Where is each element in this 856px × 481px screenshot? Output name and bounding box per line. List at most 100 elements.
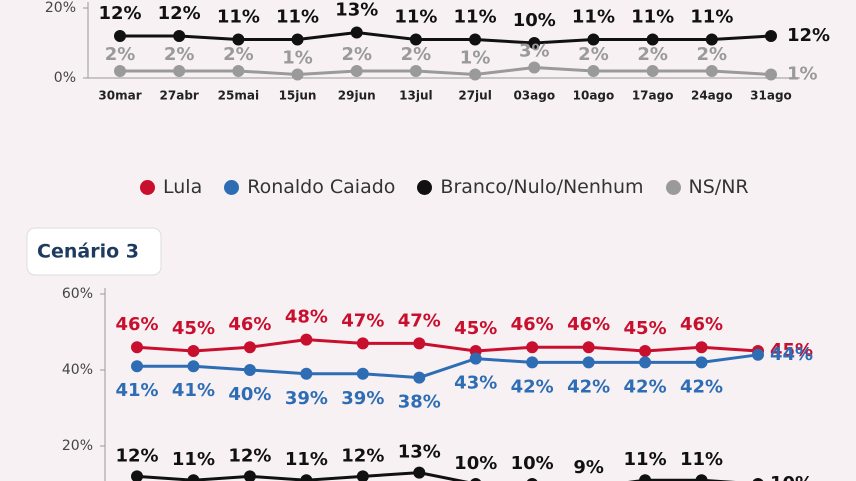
data-label: 41% bbox=[172, 380, 215, 401]
point bbox=[765, 68, 777, 81]
data-label: 46% bbox=[115, 314, 158, 335]
point bbox=[243, 470, 256, 481]
point bbox=[131, 360, 143, 373]
point bbox=[356, 367, 369, 380]
title-box bbox=[26, 227, 162, 276]
chart-title: Cenário 3 bbox=[37, 241, 139, 263]
data-label: 46% bbox=[511, 314, 554, 335]
data-label: 43% bbox=[454, 373, 497, 394]
x-tick-label: 27jul bbox=[458, 89, 491, 103]
y-tick-label: 40% bbox=[62, 362, 93, 378]
legend-item: Ronaldo Caiado bbox=[224, 176, 395, 198]
y-tick-label: 20% bbox=[62, 438, 93, 454]
legend-label: Ronaldo Caiado bbox=[247, 176, 396, 198]
point bbox=[413, 371, 426, 384]
point bbox=[646, 33, 659, 46]
data-label: 39% bbox=[285, 388, 328, 409]
point bbox=[469, 68, 482, 81]
data-label: 12% bbox=[341, 445, 384, 466]
legend-swatch bbox=[417, 179, 433, 195]
data-label: 11% bbox=[454, 7, 497, 28]
point bbox=[131, 341, 143, 354]
data-label: 11% bbox=[572, 7, 615, 28]
data-label: 9% bbox=[573, 457, 604, 478]
data-label: 45% bbox=[172, 318, 215, 339]
legend-label: NS/NR bbox=[688, 176, 749, 198]
point bbox=[705, 33, 718, 46]
point bbox=[752, 478, 764, 481]
data-label: 45% bbox=[770, 340, 813, 361]
data-label: 2% bbox=[637, 44, 668, 65]
point bbox=[639, 356, 652, 369]
x-tick-label: 13jul bbox=[399, 89, 432, 103]
data-label: 44% bbox=[770, 344, 813, 365]
point bbox=[695, 341, 708, 354]
data-label: 1% bbox=[787, 64, 818, 85]
data-label: 10% bbox=[511, 453, 554, 474]
legend: Lula Ronaldo Caiado Branco/Nulo/Nenhum NS/N… bbox=[140, 176, 749, 198]
data-label: 42% bbox=[624, 376, 667, 397]
data-label: 2% bbox=[578, 44, 609, 65]
series-line bbox=[136, 338, 759, 353]
point bbox=[413, 337, 426, 350]
point bbox=[413, 466, 426, 479]
point bbox=[350, 65, 363, 77]
point bbox=[469, 352, 482, 365]
data-label: 12% bbox=[158, 3, 201, 24]
data-label: 1% bbox=[282, 48, 313, 69]
point bbox=[470, 478, 481, 481]
legend-swatch bbox=[665, 179, 681, 195]
data-label: 11% bbox=[680, 449, 723, 470]
data-label: 2% bbox=[341, 44, 372, 65]
legend-swatch bbox=[140, 179, 155, 195]
point bbox=[409, 33, 422, 46]
data-label: 42% bbox=[680, 376, 723, 397]
data-label: 11% bbox=[394, 7, 437, 28]
x-tick-label: 15jun bbox=[279, 89, 317, 103]
legend-item: Branco/Nulo/Nenhum bbox=[417, 176, 644, 198]
x-tick-label: 25mai bbox=[218, 89, 259, 103]
point bbox=[291, 33, 304, 46]
point bbox=[300, 474, 313, 481]
data-label: 2% bbox=[697, 44, 728, 65]
data-label: 10% bbox=[770, 473, 813, 481]
point bbox=[232, 33, 245, 46]
point bbox=[639, 345, 652, 357]
point bbox=[187, 345, 200, 357]
point bbox=[528, 61, 541, 74]
point bbox=[232, 65, 245, 77]
data-label: 45% bbox=[624, 318, 667, 339]
point bbox=[526, 478, 538, 481]
point bbox=[243, 341, 256, 354]
y-tick-label: 20% bbox=[45, 0, 76, 16]
data-label: 2% bbox=[164, 44, 195, 65]
data-label: 42% bbox=[567, 376, 610, 397]
point bbox=[300, 333, 313, 346]
data-label: 11% bbox=[690, 7, 733, 28]
point bbox=[114, 65, 126, 77]
point bbox=[291, 68, 304, 81]
data-label: 3% bbox=[519, 41, 550, 62]
x-tick-label: 17ago bbox=[632, 89, 674, 103]
x-tick-label: 10ago bbox=[573, 89, 615, 103]
point bbox=[187, 474, 200, 481]
data-label: 46% bbox=[567, 314, 610, 335]
point bbox=[187, 360, 200, 373]
data-label: 10% bbox=[454, 453, 497, 474]
data-label: 12% bbox=[98, 3, 141, 24]
point bbox=[173, 65, 186, 77]
point bbox=[114, 30, 126, 42]
point bbox=[356, 470, 369, 481]
point bbox=[526, 341, 539, 354]
data-label: 12% bbox=[115, 445, 158, 466]
series-line bbox=[120, 30, 772, 45]
point bbox=[587, 65, 600, 77]
data-label: 40% bbox=[228, 384, 271, 405]
data-label: 39% bbox=[341, 388, 384, 409]
data-label: 2% bbox=[105, 44, 136, 65]
x-tick-label: 03ago bbox=[513, 89, 555, 103]
data-label: 38% bbox=[398, 392, 441, 413]
x-tick-label: 29jun bbox=[338, 89, 376, 103]
data-label: 10% bbox=[513, 10, 556, 31]
